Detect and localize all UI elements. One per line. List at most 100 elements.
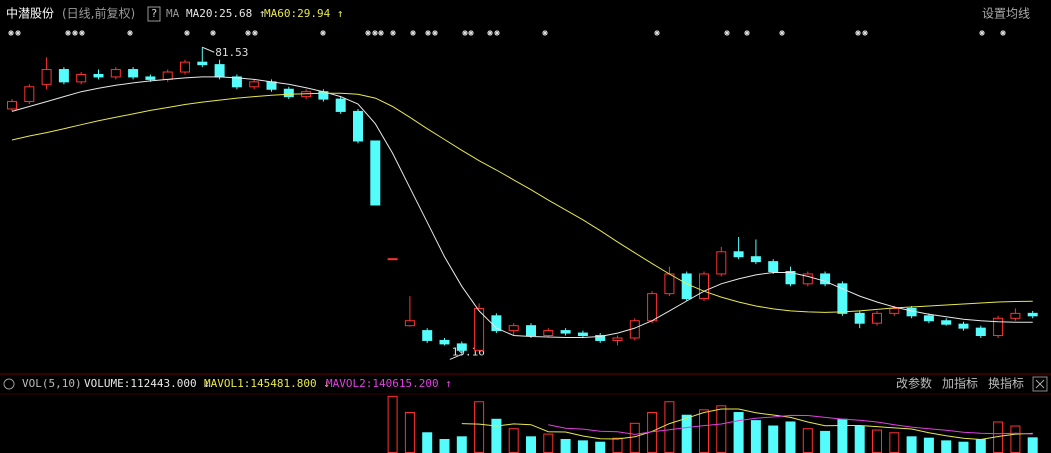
ma60-legend: MA60:29.94 ↑	[264, 7, 343, 20]
volume-bar	[595, 441, 606, 453]
candle-body	[404, 320, 415, 327]
volume-bar	[629, 422, 640, 453]
candle-body	[24, 86, 35, 103]
candle-body	[41, 69, 52, 85]
volume-bar	[785, 421, 796, 453]
volume-bar	[733, 412, 744, 453]
help-icon[interactable]: ?	[151, 7, 158, 20]
mavol1-legend: MAVOL1:145481.800 ↓	[204, 377, 330, 390]
candle-body	[370, 140, 381, 206]
volume-bar	[1027, 437, 1038, 453]
candle-body	[577, 332, 588, 337]
candle-body	[958, 323, 969, 329]
volume-bar	[699, 409, 709, 453]
volume-bar	[889, 432, 900, 453]
candle-body	[975, 327, 986, 337]
candle-body	[1027, 312, 1038, 317]
indicator-name: MA	[166, 7, 180, 20]
volume-ma-line	[461, 408, 1033, 441]
candle-body	[231, 76, 242, 88]
ma-line	[11, 76, 1033, 338]
annotation-arrow	[449, 353, 462, 360]
candle-body	[353, 110, 363, 142]
volume-bar	[802, 428, 813, 453]
volume-bar	[906, 436, 917, 453]
volume-bar	[422, 432, 433, 453]
volume-bar	[750, 420, 761, 453]
ma-line	[11, 92, 1033, 313]
ma-settings[interactable]: 设置均线	[982, 7, 1030, 21]
candle-body	[162, 71, 173, 80]
candle-body	[647, 293, 658, 322]
candle-body	[1010, 312, 1021, 319]
volume-bar	[508, 428, 519, 453]
volume-bar	[577, 440, 588, 453]
candle-body	[335, 98, 346, 112]
volume-bar	[1010, 425, 1021, 453]
candle-body	[543, 330, 554, 337]
candle-body	[474, 307, 485, 351]
volume-bar	[923, 437, 934, 453]
stock-name: 中潜股份	[6, 6, 54, 21]
candle-body	[872, 312, 882, 324]
volume-bar	[612, 437, 623, 453]
switch-indicator-button[interactable]: 换指标	[988, 376, 1024, 391]
period-label: (日线,前复权)	[62, 6, 135, 21]
candle-body	[612, 337, 623, 341]
candle-body	[110, 69, 121, 78]
volume-bar	[854, 425, 865, 453]
volume-bar	[439, 439, 450, 453]
candle-body	[180, 61, 190, 73]
volume-bar	[872, 429, 882, 453]
annotation-arrow	[202, 46, 215, 53]
candle-body	[249, 81, 260, 88]
volume-bar	[716, 405, 727, 453]
volume-bar	[491, 418, 502, 453]
candle-body	[716, 251, 727, 275]
edit-params-button[interactable]: 改参数	[896, 376, 932, 391]
candle-body	[802, 273, 813, 285]
close-button[interactable]	[1032, 376, 1048, 392]
candle-body	[283, 88, 294, 98]
candle-body	[837, 283, 848, 314]
candle-body	[906, 307, 917, 317]
candle-body	[214, 64, 225, 78]
volume-bar	[958, 441, 969, 453]
candle-body	[560, 330, 571, 334]
volume-bar	[560, 439, 571, 453]
candle-body	[508, 325, 519, 332]
candle-body	[197, 61, 208, 66]
high-annotation: 81.53	[215, 46, 248, 59]
candle-body	[733, 251, 744, 258]
candle-body	[750, 256, 761, 263]
candle-body	[820, 273, 831, 285]
candle-body	[145, 76, 156, 80]
close-icon[interactable]	[1035, 379, 1045, 389]
volume-bar	[664, 401, 675, 453]
add-indicator-button[interactable]: 加指标	[942, 376, 978, 391]
candle-body	[128, 69, 139, 78]
volume-bar	[474, 401, 485, 453]
panel-icon[interactable]	[3, 378, 15, 390]
volume-bar	[837, 418, 848, 453]
volume-bar	[404, 412, 415, 453]
candle-body	[595, 335, 606, 341]
candle-body	[93, 73, 104, 78]
mavol2-legend: MAVOL2:140615.200 ↑	[326, 377, 452, 390]
volume-bar	[543, 433, 554, 453]
volume-ma-line	[548, 414, 1033, 435]
volume-title: VOL(5,10)	[22, 377, 82, 390]
candle-body	[923, 315, 934, 322]
candle-body	[439, 339, 450, 345]
volume-bar	[820, 430, 831, 453]
candle-body	[387, 258, 398, 261]
candle-body	[889, 307, 900, 314]
candle-body	[785, 270, 796, 285]
help-box[interactable]	[147, 6, 161, 22]
candle-body	[456, 343, 467, 351]
candle-body	[76, 73, 87, 83]
volume-bar	[975, 439, 986, 453]
candle-body	[699, 273, 709, 300]
